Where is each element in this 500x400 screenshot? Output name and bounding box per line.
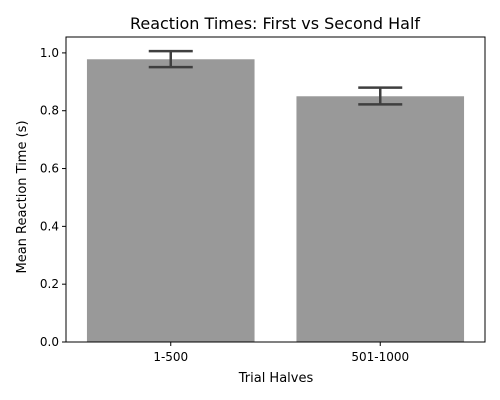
bar-1-500 bbox=[86, 59, 255, 343]
error-bar-501-1000 bbox=[358, 86, 403, 106]
y-tick-label: 1.0 bbox=[40, 46, 59, 60]
x-tick-label: 501-1000 bbox=[351, 350, 409, 364]
y-tick-label: 0.2 bbox=[40, 277, 59, 291]
x-axis-label: Trial Halves bbox=[238, 371, 314, 386]
x-tick-label: 1-500 bbox=[153, 350, 188, 364]
y-tick-label: 0.8 bbox=[40, 104, 59, 118]
error-bar-1-500 bbox=[148, 49, 193, 69]
y-axis: 0.0 0.2 0.4 0.6 0.8 1.0 bbox=[40, 46, 66, 349]
y-tick-label: 0.0 bbox=[40, 335, 59, 349]
y-axis-label: Mean Reaction Time (s) bbox=[15, 120, 30, 273]
error-bars-group bbox=[148, 49, 403, 106]
plot-frame bbox=[65, 36, 486, 343]
y-tick-label: 0.6 bbox=[40, 162, 59, 176]
y-tick-label: 0.4 bbox=[40, 219, 59, 233]
bars-group bbox=[86, 59, 465, 343]
chart-title: Reaction Times: First vs Second Half bbox=[130, 14, 420, 33]
bar-501-1000 bbox=[296, 96, 465, 342]
x-axis: 1-500 501-1000 bbox=[153, 342, 409, 364]
